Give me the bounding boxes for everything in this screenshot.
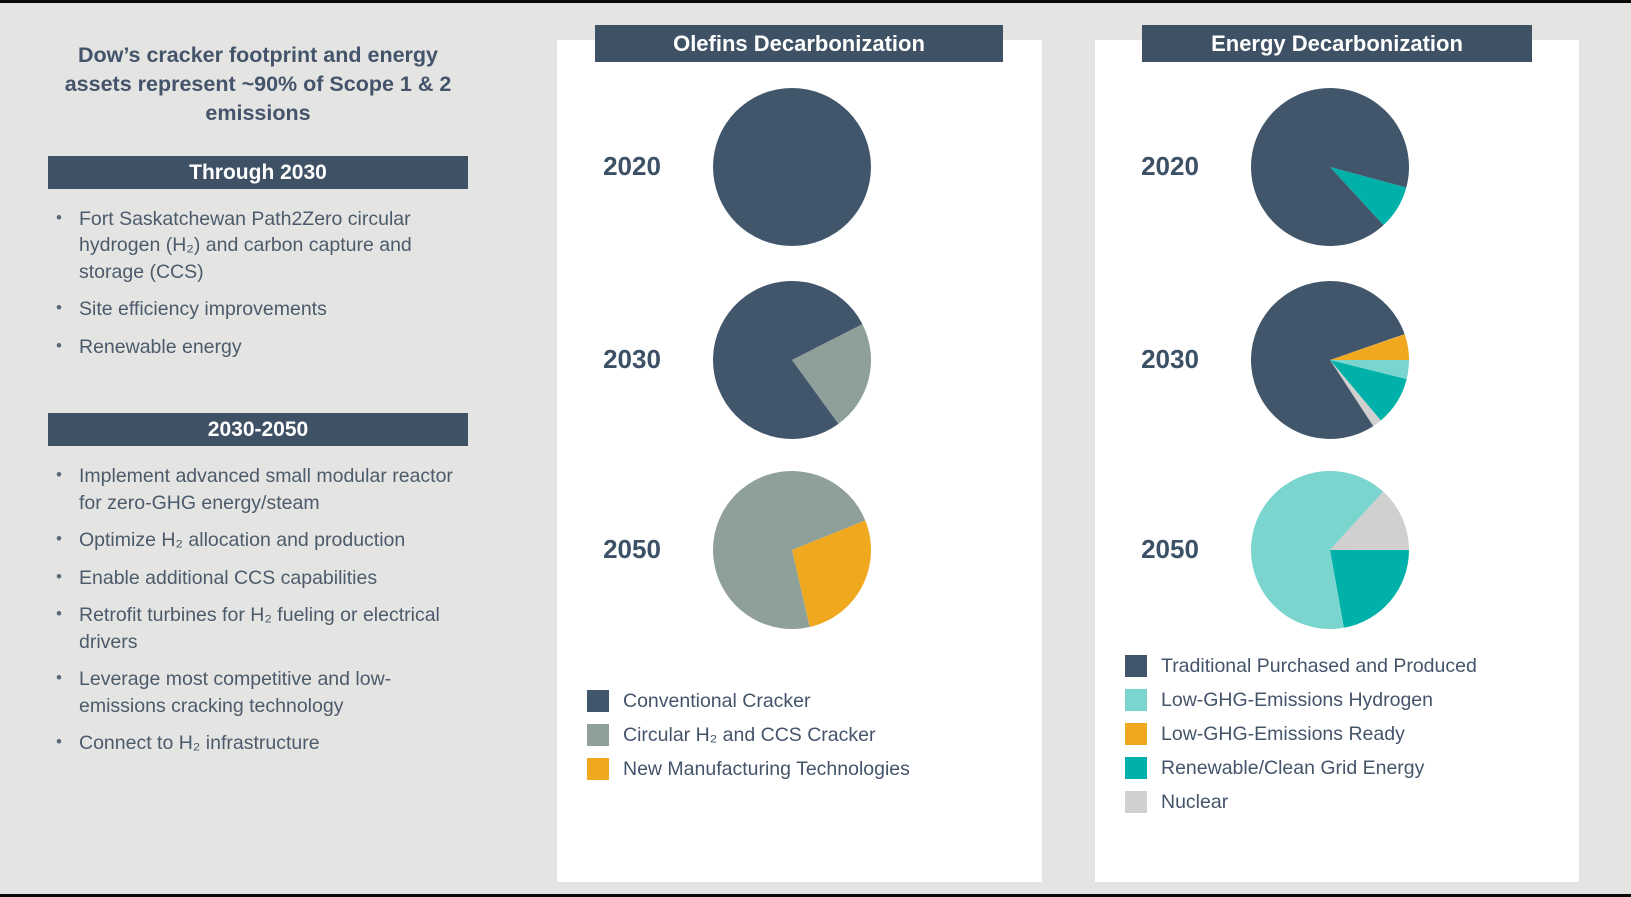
legend-item: Low-GHG-Emissions Ready — [1125, 723, 1477, 745]
bullet-item: Implement advanced small modular reactor… — [50, 463, 468, 516]
pie-chart — [713, 88, 871, 246]
legend-swatch — [1125, 655, 1147, 677]
pie-slice — [1330, 360, 1409, 380]
olefins-decarbonization-panel: Olefins Decarbonization 2020 2030 2050 Con… — [557, 25, 1042, 882]
pie-slice — [1251, 471, 1384, 630]
legend-item: Conventional Cracker — [587, 690, 910, 712]
pie-row: 2020 — [1095, 85, 1579, 249]
legend-item: Traditional Purchased and Produced — [1125, 655, 1477, 677]
pie-year-label: 2020 — [1141, 151, 1199, 181]
legend-swatch — [1125, 689, 1147, 711]
legend-label: Circular H₂ and CCS Cracker — [623, 723, 876, 746]
page-title: Dow’s cracker footprint and energy asset… — [64, 43, 452, 126]
bullet-item: Retrofit turbines for H₂ fueling or elec… — [50, 602, 468, 655]
bullet-item: Leverage most competitive and low-emissi… — [50, 666, 468, 719]
bullet-item: Fort Saskatchewan Path2Zero circular hyd… — [50, 206, 468, 286]
energy-legend: Traditional Purchased and Produced Low-GH… — [1125, 655, 1477, 825]
left-panel: Dow’s cracker footprint and energy asset… — [48, 37, 468, 768]
pie-row: 2030 — [557, 278, 1042, 442]
legend-item: Circular H₂ and CCS Cracker — [587, 724, 910, 746]
legend-label: Low-GHG-Emissions Hydrogen — [1161, 688, 1434, 711]
section-header-through-2030: Through 2030 — [48, 155, 468, 189]
pie-slice — [1330, 360, 1381, 427]
olefins-panel-title: Olefins Decarbonization — [595, 25, 1003, 62]
bullet-item: Connect to H₂ infrastructure — [50, 730, 468, 757]
legend-swatch — [587, 758, 609, 780]
energy-panel-title: Energy Decarbonization — [1142, 25, 1532, 62]
pie-chart — [1251, 471, 1409, 630]
pie-chart — [713, 471, 872, 630]
bullet-item: Site efficiency improvements — [50, 296, 468, 323]
bullet-item: Optimize H₂ allocation and production — [50, 527, 468, 554]
legend-label: Nuclear — [1161, 790, 1229, 813]
pie-year-label: 2050 — [1141, 534, 1199, 564]
pie-row: 2030 — [1095, 278, 1579, 442]
pie-slice — [1330, 167, 1407, 226]
legend-item: Renewable/Clean Grid Energy — [1125, 757, 1477, 779]
pie-year-label: 2020 — [603, 151, 661, 181]
energy-pie-charts: 2020 2030 2050 — [1095, 40, 1579, 650]
pie-slice — [713, 471, 866, 630]
olefins-legend: Conventional Cracker Circular H₂ and CCS … — [587, 690, 910, 792]
olefins-pie-charts: 2020 2030 2050 — [557, 40, 1042, 650]
pie-row: 2050 — [1095, 468, 1579, 632]
pie-slice — [1330, 491, 1409, 550]
legend-item: Nuclear — [1125, 791, 1477, 813]
legend-swatch — [587, 724, 609, 746]
legend-item: New Manufacturing Technologies — [587, 758, 910, 780]
legend-swatch — [1125, 723, 1147, 745]
legend-swatch — [1125, 757, 1147, 779]
pie-row: 2020 — [557, 85, 1042, 249]
bullet-list-through-2030: Fort Saskatchewan Path2Zero circular hyd… — [48, 206, 468, 361]
legend-label: Conventional Cracker — [623, 689, 811, 712]
pie-chart — [1251, 87, 1410, 246]
pie-year-label: 2030 — [603, 344, 661, 374]
energy-decarbonization-panel: Energy Decarbonization 2020 2030 2050 Trad… — [1095, 25, 1579, 882]
pie-year-label: 2050 — [603, 534, 661, 564]
pie-chart — [1250, 280, 1410, 439]
pie-slice — [792, 520, 872, 627]
legend-swatch — [587, 690, 609, 712]
bullet-item: Renewable energy — [50, 334, 468, 361]
pie-chart — [713, 280, 872, 439]
legend-label: Low-GHG-Emissions Ready — [1161, 722, 1405, 745]
legend-item: Low-GHG-Emissions Hydrogen — [1125, 689, 1477, 711]
pie-year-label: 2030 — [1141, 344, 1199, 374]
pie-slice — [1330, 334, 1410, 361]
pie-slice — [1250, 280, 1405, 439]
legend-label: Renewable/Clean Grid Energy — [1161, 756, 1425, 779]
legend-swatch — [1125, 791, 1147, 813]
legend-label: New Manufacturing Technologies — [623, 757, 910, 780]
pie-slice — [713, 88, 871, 246]
pie-slice — [792, 324, 872, 424]
bullet-list-2030-2050: Implement advanced small modular reactor… — [48, 463, 468, 757]
bullet-item: Enable additional CCS capabilities — [50, 565, 468, 592]
legend-label: Traditional Purchased and Produced — [1161, 654, 1477, 677]
pie-slice — [713, 280, 863, 439]
section-header-2030-2050: 2030-2050 — [48, 413, 468, 447]
pie-row: 2050 — [557, 468, 1042, 632]
pie-slice — [1251, 87, 1410, 246]
pie-slice — [1330, 360, 1407, 421]
pie-slice — [1330, 550, 1409, 628]
